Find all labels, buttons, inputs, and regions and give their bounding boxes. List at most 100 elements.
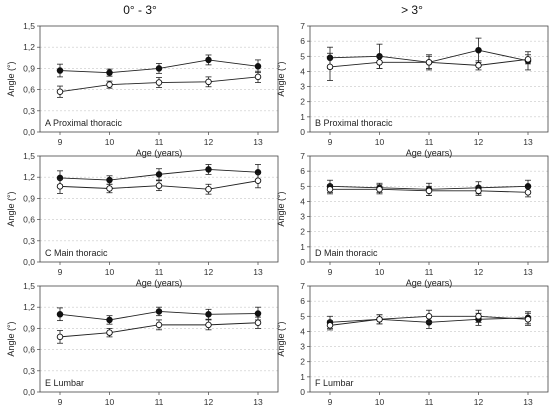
data-point-open (524, 189, 532, 196)
x-axis-label: Age (years) (406, 148, 453, 158)
y-tick-label: 0,3 (23, 236, 35, 246)
y-tick-label: 2 (300, 227, 305, 237)
y-tick-label: 7 (300, 21, 305, 31)
y-tick-label: 7 (300, 151, 305, 161)
x-tick-label: 11 (425, 397, 434, 407)
data-point-open (524, 56, 532, 63)
data-point-open (155, 79, 163, 86)
y-tick-label: 1 (300, 112, 305, 122)
y-tick-label: 4 (300, 326, 305, 336)
x-tick-label: 10 (105, 397, 115, 407)
y-tick-label: 3 (300, 342, 305, 352)
y-axis-label: Angle (°) (6, 321, 16, 356)
data-point-open (475, 187, 482, 195)
x-tick-label: 11 (155, 137, 164, 147)
plot-frame (309, 25, 549, 133)
y-axis-label: Angle (°) (276, 191, 286, 226)
data-point-open (56, 183, 64, 190)
x-tick-label: 9 (328, 137, 333, 147)
y-tick-label: 1,5 (23, 151, 35, 161)
data-point-open (205, 78, 212, 86)
chart-panel: 0,0 0,3 0,6 0,9 1,2 1,5 9 10 11 12 13 Age (years) An… (6, 21, 279, 158)
y-tick-label: 0,9 (23, 323, 35, 333)
y-tick-label: 7 (300, 281, 305, 291)
chart-panel: 0,0 0,3 0,6 0,9 1,2 1,5 9 10 11 12 13 Age (years) An… (6, 151, 279, 288)
y-tick-label: 4 (300, 66, 305, 76)
y-tick-label: 1,2 (23, 302, 35, 312)
y-tick-label: 6 (300, 36, 305, 46)
data-point-open (376, 316, 383, 323)
data-point-open (254, 319, 262, 326)
y-tick-label: 0,9 (23, 63, 35, 73)
data-point-open (326, 63, 334, 71)
y-tick-label: 3 (300, 82, 305, 92)
data-point-open (425, 59, 433, 66)
data-point-open (376, 186, 383, 193)
y-tick-label: 5 (300, 311, 305, 321)
y-tick-label: 0,0 (23, 257, 35, 267)
data-point-filled (254, 310, 262, 317)
plot-frame (39, 155, 279, 263)
panel-label: C Main thoracic (45, 248, 108, 258)
y-tick-label: 0,6 (23, 215, 35, 225)
x-tick-label: 11 (155, 267, 164, 277)
data-point-filled (155, 308, 163, 315)
column-title-right: > 3° (401, 3, 423, 17)
data-point-filled (475, 46, 482, 54)
data-point-filled (56, 67, 64, 74)
x-tick-label: 9 (58, 137, 63, 147)
y-tick-label: 5 (300, 51, 305, 61)
chart-panel: 0,0 0,3 0,6 0,9 1,2 1,5 9 10 11 12 13 Age (years) An… (6, 281, 279, 407)
x-tick-label: 12 (204, 267, 214, 277)
plot-frame (309, 155, 549, 263)
data-point-filled (106, 316, 113, 324)
data-point-open (475, 313, 482, 320)
data-point-open (376, 59, 383, 66)
x-tick-label: 13 (253, 137, 263, 147)
data-point-filled (106, 69, 113, 76)
x-tick-label: 13 (253, 267, 263, 277)
x-tick-label: 13 (523, 397, 533, 407)
data-point-open (326, 186, 334, 193)
data-point-filled (205, 56, 212, 64)
data-point-open (106, 81, 113, 88)
y-tick-label: 4 (300, 196, 305, 206)
data-point-filled (155, 171, 163, 178)
data-point-open (326, 322, 334, 329)
y-axis-label: Angle (°) (6, 61, 16, 96)
y-tick-label: 6 (300, 166, 305, 176)
y-tick-label: 0 (300, 257, 305, 267)
x-tick-label: 11 (425, 137, 434, 147)
y-tick-label: 0,9 (23, 193, 35, 203)
x-tick-label: 11 (425, 267, 434, 277)
data-point-filled (205, 311, 212, 318)
data-point-open (475, 62, 482, 69)
data-point-open (106, 329, 113, 336)
x-tick-label: 10 (375, 137, 385, 147)
plot-frame (39, 25, 279, 133)
data-point-open (254, 177, 262, 184)
y-tick-label: 2 (300, 357, 305, 367)
y-tick-label: 1,2 (23, 172, 35, 182)
panel-label: E Lumbar (45, 378, 84, 388)
y-tick-label: 6 (300, 296, 305, 306)
data-point-open (56, 333, 64, 341)
y-tick-label: 3 (300, 212, 305, 222)
data-point-open (254, 73, 262, 81)
panel-label: B Proximal thoracic (315, 118, 393, 128)
x-tick-label: 10 (105, 267, 115, 277)
data-point-open (56, 88, 64, 95)
panel-label: D Main thoracic (315, 248, 378, 258)
y-axis-label: Angle (°) (276, 61, 286, 96)
panel-label: A Proximal thoracic (45, 118, 123, 128)
x-tick-label: 12 (204, 397, 214, 407)
x-axis-label: Age (years) (136, 278, 183, 288)
column-title-left: 0° - 3° (123, 3, 157, 17)
y-tick-label: 0 (300, 127, 305, 137)
plot-frame (39, 285, 279, 393)
x-tick-label: 13 (253, 397, 263, 407)
y-axis-label: Angle (°) (276, 321, 286, 356)
y-tick-label: 1,2 (23, 42, 35, 52)
